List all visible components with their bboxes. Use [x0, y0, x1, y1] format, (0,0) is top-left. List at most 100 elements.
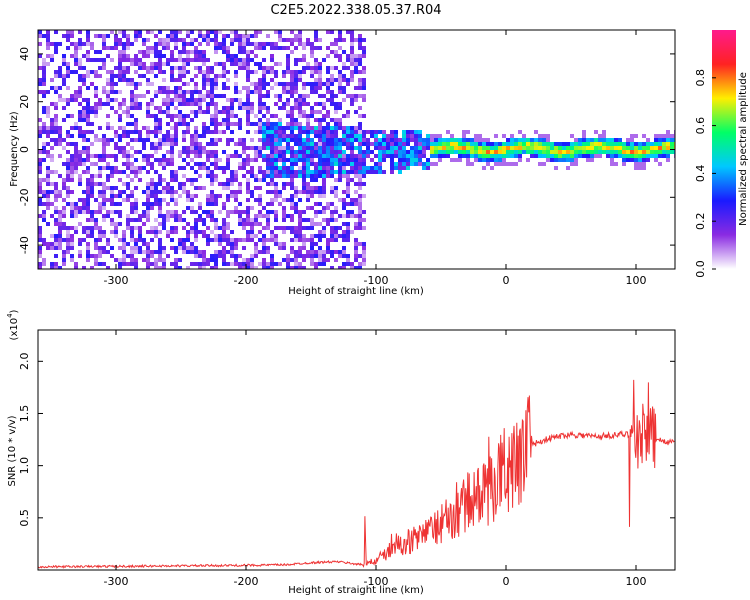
heatmap-cell	[82, 118, 86, 122]
heatmap-cell	[166, 134, 170, 138]
heatmap-cell	[266, 218, 270, 222]
heatmap-cell	[170, 54, 174, 58]
heatmap-cell	[150, 262, 154, 266]
heatmap-cell	[102, 142, 106, 146]
heatmap-cell	[110, 70, 114, 74]
heatmap-cell	[114, 130, 118, 134]
heatmap-cell	[302, 94, 306, 98]
heatmap-cell	[334, 258, 338, 262]
heatmap-cell	[54, 102, 58, 106]
heatmap-cell	[354, 250, 358, 254]
heatmap-cell	[130, 106, 134, 110]
heatmap-cell	[318, 138, 322, 142]
heatmap-cell	[574, 154, 578, 158]
heatmap-cell	[358, 218, 362, 222]
heatmap-cell	[198, 30, 202, 34]
heatmap-cell	[50, 146, 54, 150]
heatmap-cell	[214, 154, 218, 158]
heatmap-cell	[194, 210, 198, 214]
heatmap-cell	[122, 126, 126, 130]
heatmap-cell	[38, 130, 42, 134]
heatmap-cell	[58, 242, 62, 246]
heatmap-cell	[134, 138, 138, 142]
heatmap-cell	[138, 138, 142, 142]
heatmap-cell	[538, 162, 542, 166]
heatmap-cell	[558, 154, 562, 158]
heatmap-cell	[330, 154, 334, 158]
heatmap-cell	[70, 94, 74, 98]
heatmap-cell	[82, 238, 86, 242]
heatmap-cell	[290, 230, 294, 234]
heatmap-cell	[62, 98, 66, 102]
heatmap-cell	[270, 134, 274, 138]
heatmap-cell	[70, 126, 74, 130]
heatmap-cell	[342, 78, 346, 82]
heatmap-cell	[338, 178, 342, 182]
heatmap-cell	[274, 138, 278, 142]
heatmap-cell	[638, 162, 642, 166]
heatmap-cell	[666, 158, 670, 162]
heatmap-cell	[490, 146, 494, 150]
heatmap-cell	[258, 262, 262, 266]
heatmap-cell	[154, 226, 158, 230]
heatmap-cell	[206, 150, 210, 154]
heatmap-cell	[558, 142, 562, 146]
heatmap-cell	[270, 162, 274, 166]
heatmap-cell	[98, 106, 102, 110]
heatmap-cell	[350, 166, 354, 170]
heatmap-cell	[278, 134, 282, 138]
heatmap-cell	[522, 138, 526, 142]
heatmap-cell	[162, 42, 166, 46]
heatmap-cell	[210, 98, 214, 102]
heatmap-cell	[150, 206, 154, 210]
heatmap-cell	[350, 202, 354, 206]
heatmap-cell	[298, 158, 302, 162]
heatmap-cell	[238, 190, 242, 194]
heatmap-cell	[62, 162, 66, 166]
heatmap-cell	[362, 210, 366, 214]
heatmap-cell	[90, 110, 94, 114]
heatmap-cell	[138, 94, 142, 98]
heatmap-cell	[222, 262, 226, 266]
heatmap-cell	[254, 62, 258, 66]
heatmap-cell	[174, 250, 178, 254]
heatmap-cell	[434, 138, 438, 142]
heatmap-cell	[198, 206, 202, 210]
heatmap-cell	[458, 142, 462, 146]
heatmap-cell	[258, 138, 262, 142]
heatmap-cell	[326, 174, 330, 178]
heatmap-cell	[62, 222, 66, 226]
heatmap-cell	[642, 162, 646, 166]
heatmap-cell	[338, 90, 342, 94]
heatmap-cell	[358, 150, 362, 154]
heatmap-cell	[146, 182, 150, 186]
heatmap-cell	[326, 142, 330, 146]
heatmap-cell	[98, 66, 102, 70]
heatmap-cell	[146, 206, 150, 210]
heatmap-cell	[278, 158, 282, 162]
heatmap-cell	[298, 250, 302, 254]
heatmap-cell	[622, 158, 626, 162]
heatmap-cell	[174, 114, 178, 118]
heatmap-cell	[358, 202, 362, 206]
heatmap-cell	[210, 38, 214, 42]
heatmap-cell	[562, 158, 566, 162]
heatmap-cell	[90, 218, 94, 222]
heatmap-cell	[222, 258, 226, 262]
heatmap-cell	[122, 66, 126, 70]
heatmap-cell	[90, 142, 94, 146]
heatmap-cell	[362, 130, 366, 134]
heatmap-cell	[78, 154, 82, 158]
heatmap-cell	[330, 90, 334, 94]
heatmap-cell	[474, 142, 478, 146]
heatmap-cell	[170, 198, 174, 202]
heatmap-cell	[274, 42, 278, 46]
heatmap-cell	[190, 226, 194, 230]
heatmap-cell	[150, 30, 154, 34]
heatmap-cell	[170, 30, 174, 34]
heatmap-cell	[194, 254, 198, 258]
heatmap-cell	[278, 118, 282, 122]
heatmap-cell	[146, 90, 150, 94]
heatmap-cell	[58, 138, 62, 142]
heatmap-cell	[202, 70, 206, 74]
